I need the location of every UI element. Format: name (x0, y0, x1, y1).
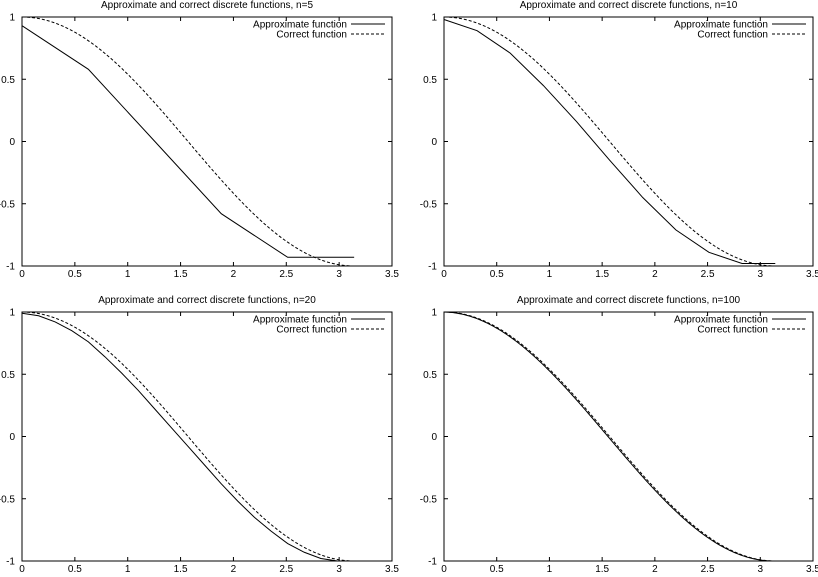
y-tick-label: -0.5 (0, 494, 15, 505)
x-tick-label: 0.5 (68, 269, 82, 280)
legend-label: Approximate function (253, 20, 347, 31)
y-tick-label: -1 (428, 262, 437, 273)
x-tick-label: 0 (441, 564, 447, 575)
correct-function-line (21, 311, 355, 562)
y-tick-label: 1 (9, 13, 15, 24)
chart-panel-4: Approximate and correct discrete functio… (420, 295, 818, 575)
chart-title: Approximate and correct discrete functio… (98, 295, 316, 306)
x-tick-label: 3 (758, 269, 764, 280)
x-tick-label: 2.5 (701, 269, 715, 280)
y-tick-label: 0 (9, 137, 15, 148)
y-tick-label: 0.5 (1, 370, 15, 381)
y-tick-label: -0.5 (420, 199, 438, 210)
y-tick-label: -1 (428, 557, 437, 568)
x-tick-label: 3 (758, 564, 764, 575)
correct-function-line (21, 16, 355, 267)
x-tick-label: 2.5 (279, 564, 293, 575)
x-tick-label: 1.5 (595, 269, 609, 280)
x-tick-label: 0 (441, 269, 447, 280)
x-tick-label: 3.5 (385, 269, 399, 280)
x-tick-label: 1 (547, 269, 553, 280)
chart-title: Approximate and correct discrete functio… (520, 0, 738, 11)
chart-title: Approximate and correct discrete functio… (101, 0, 313, 11)
plot-frame (21, 16, 393, 267)
y-tick-label: 1 (431, 308, 437, 319)
y-tick-label: 0 (431, 137, 437, 148)
x-tick-label: 3.5 (806, 564, 818, 575)
x-tick-label: 0 (19, 564, 25, 575)
x-tick-label: 1.5 (174, 564, 188, 575)
chart-panel-3: Approximate and correct discrete functio… (0, 295, 399, 575)
approximate-function-line (21, 25, 355, 258)
approximate-function-line (21, 312, 355, 562)
x-tick-label: 3 (336, 564, 342, 575)
x-tick-label: 1.5 (174, 269, 188, 280)
legend-label: Correct function (276, 30, 347, 41)
x-tick-label: 3.5 (806, 269, 818, 280)
x-tick-label: 1 (547, 564, 553, 575)
x-tick-label: 0.5 (68, 564, 82, 575)
x-tick-label: 2.5 (701, 564, 715, 575)
x-tick-label: 2 (231, 269, 237, 280)
chart-panel-1: Approximate and correct discrete functio… (0, 0, 399, 280)
chart-panel-2: Approximate and correct discrete functio… (420, 0, 818, 280)
y-tick-label: 0.5 (423, 370, 437, 381)
y-tick-label: 0.5 (423, 75, 437, 86)
legend-label: Correct function (697, 325, 768, 336)
plot-frame (443, 311, 814, 562)
x-tick-label: 2 (652, 269, 658, 280)
y-tick-label: 1 (431, 13, 437, 24)
x-tick-label: 3 (336, 269, 342, 280)
x-tick-label: 2 (652, 564, 658, 575)
plot-frame (443, 16, 814, 267)
legend-label: Approximate function (674, 315, 768, 326)
approximate-function-line (443, 19, 776, 265)
x-tick-label: 0 (19, 269, 25, 280)
plot-frame (21, 311, 393, 562)
y-tick-label: -0.5 (0, 199, 15, 210)
y-tick-label: 0.5 (1, 75, 15, 86)
y-tick-label: -0.5 (420, 494, 438, 505)
x-tick-label: 0.5 (490, 269, 504, 280)
legend-label: Correct function (697, 30, 768, 41)
y-tick-label: -1 (6, 262, 15, 273)
x-tick-label: 0.5 (490, 564, 504, 575)
x-tick-label: 1 (125, 269, 131, 280)
y-tick-label: 0 (9, 432, 15, 443)
legend-label: Approximate function (674, 20, 768, 31)
y-tick-label: 0 (431, 432, 437, 443)
x-tick-label: 2 (231, 564, 237, 575)
x-tick-label: 1.5 (595, 564, 609, 575)
correct-function-line (443, 16, 776, 267)
correct-function-line (443, 311, 776, 562)
x-tick-label: 2.5 (279, 269, 293, 280)
y-tick-label: 1 (9, 308, 15, 319)
chart-title: Approximate and correct discrete functio… (517, 295, 741, 306)
legend-label: Correct function (276, 325, 347, 336)
legend-label: Approximate function (253, 315, 347, 326)
approximate-function-line (443, 311, 776, 562)
y-tick-label: -1 (6, 557, 15, 568)
x-tick-label: 3.5 (385, 564, 399, 575)
x-tick-label: 1 (125, 564, 131, 575)
